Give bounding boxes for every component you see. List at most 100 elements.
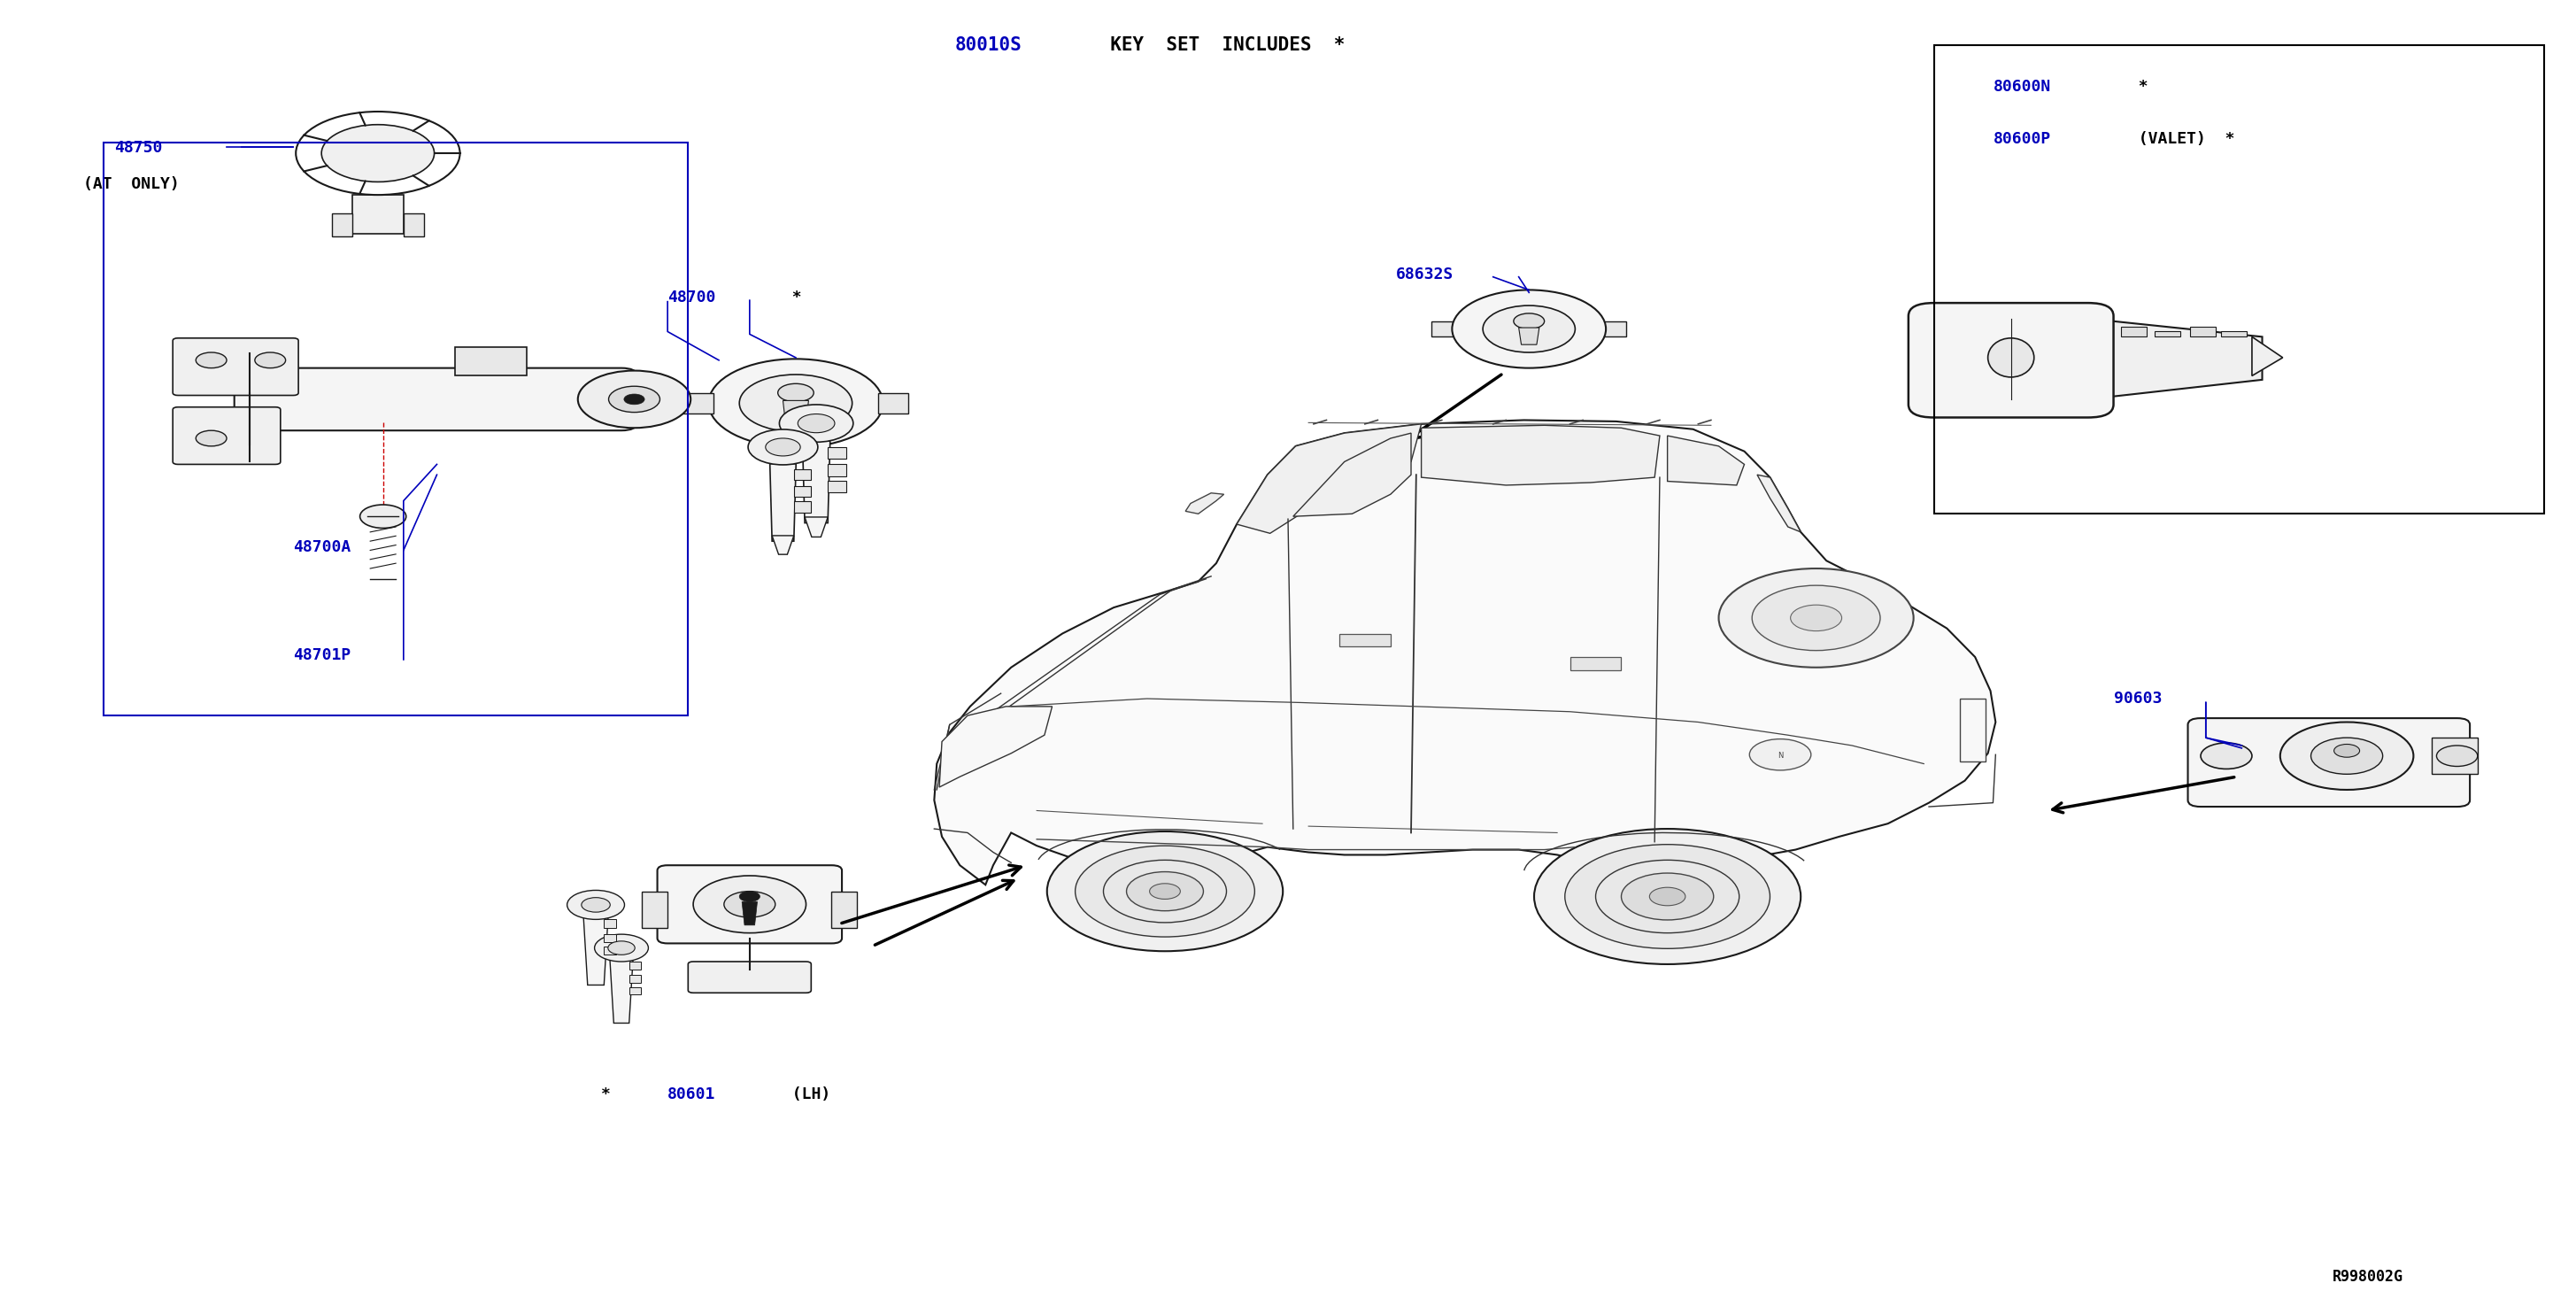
Polygon shape <box>611 959 634 1024</box>
Text: 80601: 80601 <box>667 1087 716 1102</box>
Bar <box>103 143 688 716</box>
Bar <box>629 962 641 970</box>
Circle shape <box>1149 883 1180 899</box>
Polygon shape <box>1236 424 1422 533</box>
Circle shape <box>1126 871 1203 911</box>
FancyBboxPatch shape <box>657 866 842 943</box>
Circle shape <box>2280 723 2414 790</box>
Circle shape <box>196 431 227 447</box>
Circle shape <box>608 941 634 955</box>
Circle shape <box>196 352 227 368</box>
Ellipse shape <box>1989 338 2035 377</box>
Text: KEY  SET  INCLUDES  *: KEY SET INCLUDES * <box>1087 37 1345 54</box>
Bar <box>1600 321 1625 336</box>
FancyBboxPatch shape <box>688 962 811 993</box>
FancyBboxPatch shape <box>173 407 281 464</box>
Circle shape <box>255 352 286 368</box>
Bar <box>827 481 848 493</box>
Polygon shape <box>770 464 796 541</box>
Polygon shape <box>1293 434 1412 516</box>
Text: 90603: 90603 <box>2112 691 2161 707</box>
Circle shape <box>708 359 884 448</box>
Text: *: * <box>600 1087 611 1102</box>
Bar <box>2190 326 2215 336</box>
Circle shape <box>2334 744 2360 757</box>
Polygon shape <box>1757 474 1801 532</box>
Circle shape <box>1103 861 1226 922</box>
Bar <box>1960 699 1986 761</box>
FancyBboxPatch shape <box>2187 719 2470 807</box>
Polygon shape <box>1667 436 1744 485</box>
Circle shape <box>739 891 760 901</box>
Circle shape <box>361 505 407 528</box>
Bar <box>603 934 616 942</box>
Bar <box>2432 737 2478 774</box>
Bar <box>2221 331 2246 336</box>
Bar <box>683 393 714 414</box>
Circle shape <box>778 384 814 402</box>
Text: (AT  ONLY): (AT ONLY) <box>82 176 180 192</box>
Text: 48700: 48700 <box>667 289 716 306</box>
Circle shape <box>322 125 435 181</box>
Text: N: N <box>1777 752 1783 759</box>
Polygon shape <box>2251 336 2282 376</box>
Circle shape <box>582 897 611 912</box>
Text: 80010S: 80010S <box>956 37 1023 54</box>
Bar <box>332 213 353 237</box>
Circle shape <box>1620 872 1713 920</box>
Polygon shape <box>1422 426 1659 485</box>
Bar <box>793 486 811 497</box>
Polygon shape <box>935 420 1996 884</box>
Text: 80600P: 80600P <box>1994 131 2050 147</box>
Bar <box>1935 45 2545 514</box>
Text: 48701P: 48701P <box>294 648 350 664</box>
Text: *: * <box>773 289 801 306</box>
FancyBboxPatch shape <box>1909 304 2112 418</box>
Bar <box>1340 633 1391 646</box>
Circle shape <box>1535 829 1801 964</box>
Bar <box>603 946 616 955</box>
Polygon shape <box>585 917 608 985</box>
Bar <box>827 464 848 476</box>
Bar <box>1432 321 1458 336</box>
Circle shape <box>2200 742 2251 769</box>
Circle shape <box>595 934 649 962</box>
Bar <box>878 393 909 414</box>
Text: 48750: 48750 <box>113 139 162 156</box>
Circle shape <box>739 374 853 432</box>
Circle shape <box>1595 861 1739 933</box>
Circle shape <box>781 405 853 442</box>
Polygon shape <box>742 901 757 925</box>
Text: 48700A: 48700A <box>294 540 350 556</box>
Circle shape <box>1649 887 1685 905</box>
Circle shape <box>1564 845 1770 949</box>
Bar <box>827 447 848 459</box>
Polygon shape <box>804 442 829 523</box>
Polygon shape <box>783 401 809 423</box>
Circle shape <box>577 371 690 428</box>
Circle shape <box>765 439 801 456</box>
FancyBboxPatch shape <box>234 368 636 431</box>
Circle shape <box>1515 313 1546 328</box>
Text: (LH): (LH) <box>773 1087 829 1102</box>
Polygon shape <box>1185 493 1224 514</box>
Circle shape <box>1453 290 1605 368</box>
Bar <box>793 502 811 512</box>
Circle shape <box>1718 569 1914 668</box>
Bar <box>456 347 526 376</box>
Text: R998002G: R998002G <box>2331 1268 2403 1284</box>
Polygon shape <box>2089 318 2262 399</box>
Bar <box>793 469 811 481</box>
FancyBboxPatch shape <box>173 338 299 396</box>
Polygon shape <box>940 707 1051 787</box>
Bar <box>832 891 858 928</box>
Bar <box>641 891 667 928</box>
Circle shape <box>2311 737 2383 774</box>
Circle shape <box>623 394 644 405</box>
Polygon shape <box>1520 327 1540 344</box>
Bar <box>353 194 404 234</box>
Circle shape <box>747 430 817 465</box>
Bar <box>629 987 641 995</box>
Text: *: * <box>2120 79 2148 95</box>
Polygon shape <box>773 536 793 555</box>
